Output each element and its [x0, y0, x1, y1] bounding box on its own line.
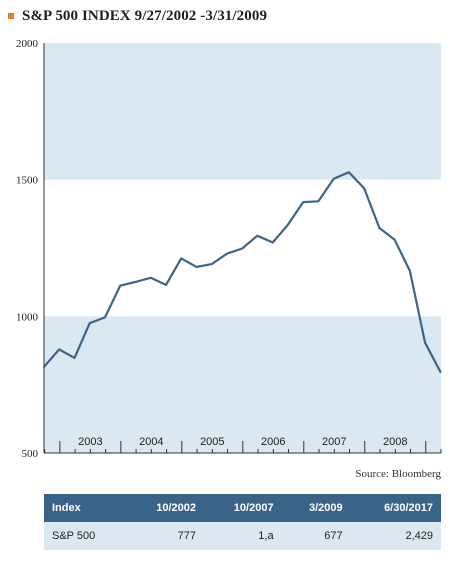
year-label-2008: 2008	[383, 436, 407, 448]
cell-10-2002: 777	[126, 522, 204, 550]
header-index: Index	[44, 494, 127, 522]
header-6-30-2017: 6/30/2017	[350, 494, 441, 522]
y-tick-label-2000: 2000	[16, 38, 39, 50]
year-label-2003: 2003	[78, 436, 102, 448]
index-table: Index 10/2002 10/2007 3/2009 6/30/2017 S…	[44, 494, 441, 550]
year-label-2006: 2006	[261, 436, 285, 448]
cell-3-2009: 677	[281, 522, 351, 550]
series-line-sp500	[42, 171, 442, 373]
year-label-2004: 2004	[139, 436, 163, 448]
cell-10-2007: 1,a	[203, 522, 282, 550]
shaded-band-0	[44, 316, 441, 453]
header-3-2009: 3/2009	[281, 494, 351, 522]
header-10-2007: 10/2007	[203, 494, 282, 522]
table-row: S&P 500 777 1,a 677 2,429	[44, 522, 441, 550]
chart-title-row: S&P 500 INDEX 9/27/2002 -3/31/2009	[8, 6, 267, 26]
chart-title: S&P 500 INDEX 9/27/2002 -3/31/2009	[22, 7, 268, 24]
bullet-icon	[8, 13, 14, 19]
cell-6-30-2017: 2,429	[350, 522, 441, 550]
y-tick-label-500: 500	[22, 448, 39, 460]
y-tick-label-1500: 1500	[16, 175, 39, 187]
header-10-2002: 10/2002	[126, 494, 204, 522]
sp500-line-chart: 500 1000 1500 2000 2003 2004 2005 2006 2007 2008	[16, 38, 442, 460]
year-label-2005: 2005	[200, 436, 224, 448]
shaded-band-1	[44, 43, 441, 180]
source-note: Source: Bloomberg	[355, 468, 441, 480]
y-tick-label-1000: 1000	[16, 311, 39, 323]
table-header-row: Index 10/2002 10/2007 3/2009 6/30/2017	[44, 494, 441, 522]
cell-index-name: S&P 500	[44, 522, 127, 550]
year-label-2007: 2007	[322, 436, 346, 448]
